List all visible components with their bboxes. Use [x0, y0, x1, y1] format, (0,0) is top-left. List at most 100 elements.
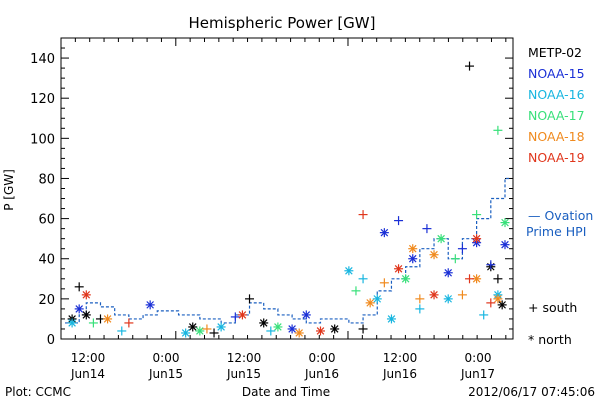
north-point	[181, 328, 191, 338]
legend-item: NOAA-19	[528, 150, 585, 165]
south-point	[202, 324, 212, 334]
mark-stroke	[472, 275, 481, 283]
south-point	[88, 318, 98, 328]
footer-timestamp: 2012/06/17 07:45:06	[468, 385, 595, 399]
mark-stroke	[430, 291, 438, 299]
mark-stroke	[302, 311, 311, 319]
north-point	[237, 310, 247, 320]
south-point	[465, 61, 475, 71]
x-tick-time: 12:00	[227, 351, 262, 365]
north-point	[67, 318, 77, 328]
north-point	[103, 314, 113, 324]
x-tick-day: Jun16	[304, 367, 339, 381]
north-point	[379, 228, 389, 238]
south-point	[358, 210, 368, 220]
legend-north: * north	[528, 332, 572, 347]
legend-item: METP-02	[528, 45, 582, 60]
north-point	[408, 254, 418, 264]
south-point	[486, 298, 496, 308]
y-tick-label: 40	[38, 253, 55, 268]
data-marks	[65, 61, 511, 338]
mark-stroke	[408, 244, 417, 253]
x-tick-day: Jun15	[148, 367, 183, 381]
north-point	[472, 234, 482, 244]
mark-stroke	[444, 295, 453, 303]
y-tick-label: 120	[30, 92, 55, 107]
plot-frame	[60, 37, 514, 340]
mark-stroke	[373, 295, 382, 303]
legend-item: NOAA-15	[528, 66, 585, 81]
north-point	[315, 326, 325, 336]
north-point	[81, 310, 91, 320]
north-point	[429, 290, 439, 300]
mark-stroke	[181, 329, 190, 337]
south-point	[465, 274, 475, 284]
north-point	[330, 324, 340, 334]
south-point	[415, 304, 425, 314]
mark-stroke	[430, 250, 438, 259]
mark-stroke	[274, 323, 282, 331]
south-point	[457, 244, 467, 254]
south-point	[415, 294, 425, 304]
mark-stroke	[288, 325, 296, 333]
north-point	[493, 294, 503, 304]
mark-stroke	[146, 301, 154, 309]
south-point	[486, 260, 496, 270]
south-point	[472, 210, 482, 220]
y-tick-label: 0	[47, 333, 55, 348]
chart-title: Hemispheric Power [GW]	[189, 14, 376, 32]
x-tick-time: 0:00	[465, 351, 492, 365]
legend-south: + south	[528, 300, 577, 315]
x-axis-label: Date and Time	[242, 385, 330, 399]
south-point	[266, 326, 276, 336]
axis-ticks: 0 20 40 60 80 100 120 140 12:00 Jun14 0:00 Jun15 12:…	[30, 37, 513, 381]
north-point	[443, 294, 453, 304]
north-point	[497, 300, 507, 310]
mark-stroke	[75, 305, 83, 313]
south-point	[74, 282, 84, 292]
north-point	[188, 322, 198, 332]
x-tick-time: 12:00	[71, 351, 106, 365]
south-point	[124, 318, 134, 328]
north-point	[365, 298, 375, 308]
mark-stroke	[259, 319, 268, 327]
x-tick-day: Jun14	[70, 367, 105, 381]
mark-stroke	[437, 234, 445, 243]
south-point	[358, 324, 368, 334]
mark-stroke	[217, 323, 225, 331]
mark-stroke	[82, 311, 91, 319]
mark-stroke	[501, 240, 509, 249]
north-point	[344, 266, 354, 276]
mark-stroke	[345, 266, 353, 275]
mark-stroke	[188, 323, 197, 331]
x-tick-time: 12:00	[383, 351, 418, 365]
north-point	[216, 322, 226, 332]
mark-stroke	[196, 327, 204, 335]
south-point	[493, 274, 503, 284]
x-tick-day: Jun15	[226, 367, 261, 381]
y-axis-label: P [GW]	[2, 169, 16, 211]
south-point	[117, 326, 127, 336]
south-point	[479, 310, 489, 320]
north-point	[259, 318, 269, 328]
mark-stroke	[394, 264, 403, 273]
north-point	[195, 326, 205, 336]
north-point	[500, 240, 510, 250]
south-point	[209, 328, 219, 338]
north-point	[436, 234, 446, 244]
south-point	[493, 125, 503, 135]
legend-ovation-line1: — Ovation	[528, 208, 593, 223]
south-point	[457, 290, 467, 300]
legend: METP-02 NOAA-15 NOAA-16 NOAA-17 NOAA-18 NOAA-…	[526, 45, 593, 347]
mark-stroke	[380, 228, 389, 237]
mark-stroke	[387, 315, 396, 323]
south-point	[379, 278, 389, 288]
mark-stroke	[472, 234, 481, 243]
south-point	[358, 274, 368, 284]
mark-stroke	[330, 325, 339, 333]
mark-stroke	[295, 329, 303, 337]
mark-stroke	[238, 311, 247, 319]
mark-stroke	[408, 254, 417, 263]
north-point	[401, 274, 411, 284]
